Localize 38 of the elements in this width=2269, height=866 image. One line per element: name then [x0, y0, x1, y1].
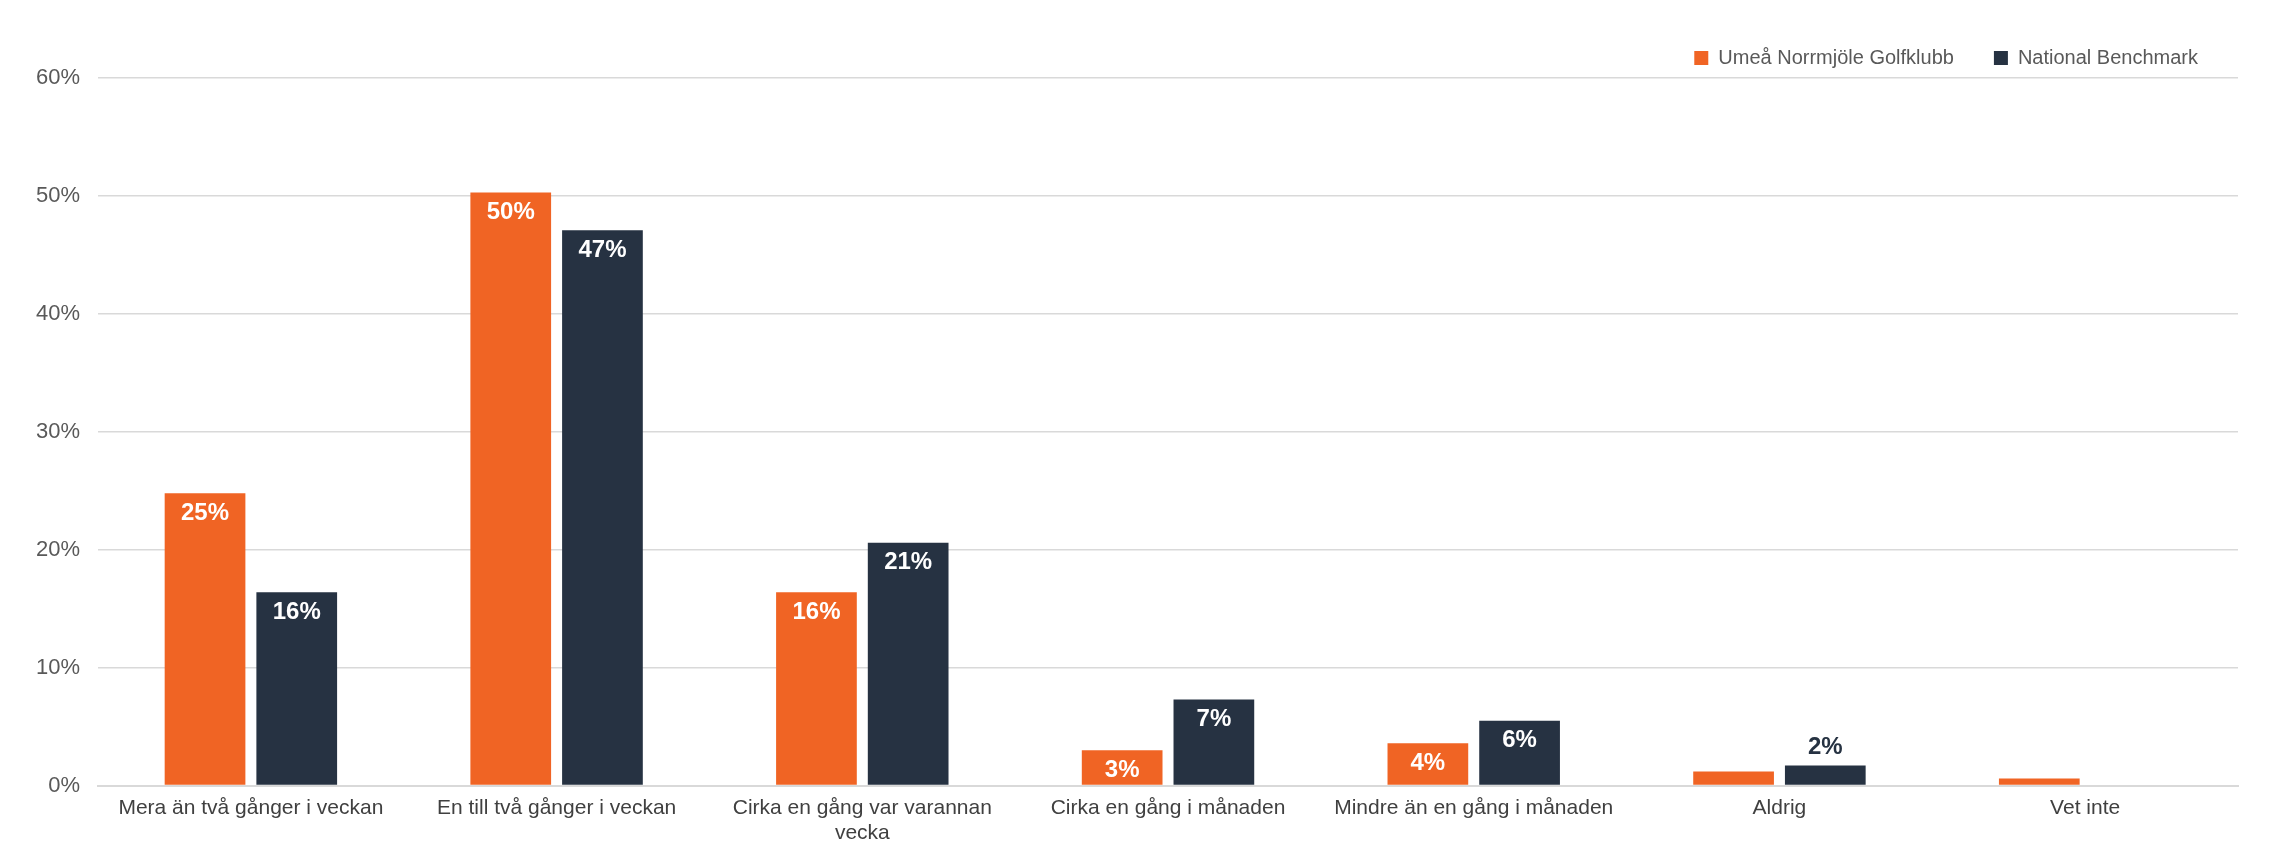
data-label: 50% [486, 197, 535, 225]
legend-label: Umeå Norrmjöle Golfklubb [1718, 45, 1954, 68]
bar [1693, 771, 1774, 785]
x-tick-label: En till två gånger i veckan [436, 795, 677, 818]
x-tick-label: Cirka en gång i månaden [1050, 795, 1286, 818]
bar [1479, 720, 1560, 785]
x-tick-label: Vet inte [2050, 795, 2121, 818]
data-label: 6% [1502, 725, 1537, 753]
data-label: 7% [1196, 704, 1232, 732]
data-label: 16% [792, 596, 841, 624]
bar [867, 542, 949, 785]
y-tick-label: 60% [35, 64, 81, 90]
data-label: 47% [578, 234, 627, 262]
y-tick-label: 30% [35, 417, 81, 443]
bar [1173, 699, 1255, 785]
data-label: 2% [1807, 732, 1843, 760]
legend-label: National Benchmark [2017, 45, 2199, 68]
y-tick-label: 20% [35, 535, 81, 561]
y-tick-label: 10% [35, 653, 81, 679]
data-label: 16% [272, 596, 321, 624]
x-tick-label: Cirka en gång var varannan vecka [732, 795, 992, 844]
x-tick-label: Mindre än en gång i månaden [1334, 795, 1614, 818]
bar [562, 230, 643, 785]
data-label: 3% [1104, 754, 1140, 782]
x-tick-label: Mera än två gånger i veckan [118, 795, 384, 818]
data-label: 25% [181, 497, 230, 525]
y-tick-label: 40% [35, 299, 81, 325]
bar [256, 592, 338, 785]
bar [1784, 765, 1866, 785]
y-tick-label: 50% [35, 182, 81, 207]
bar [776, 592, 857, 785]
data-label: 21% [884, 547, 933, 575]
data-label: 4% [1410, 747, 1446, 775]
y-tick-label: 0% [48, 771, 81, 797]
bar [470, 192, 552, 785]
x-tick-label: Aldrig [1752, 795, 1807, 818]
bar [1998, 778, 2080, 785]
bar [164, 493, 246, 785]
